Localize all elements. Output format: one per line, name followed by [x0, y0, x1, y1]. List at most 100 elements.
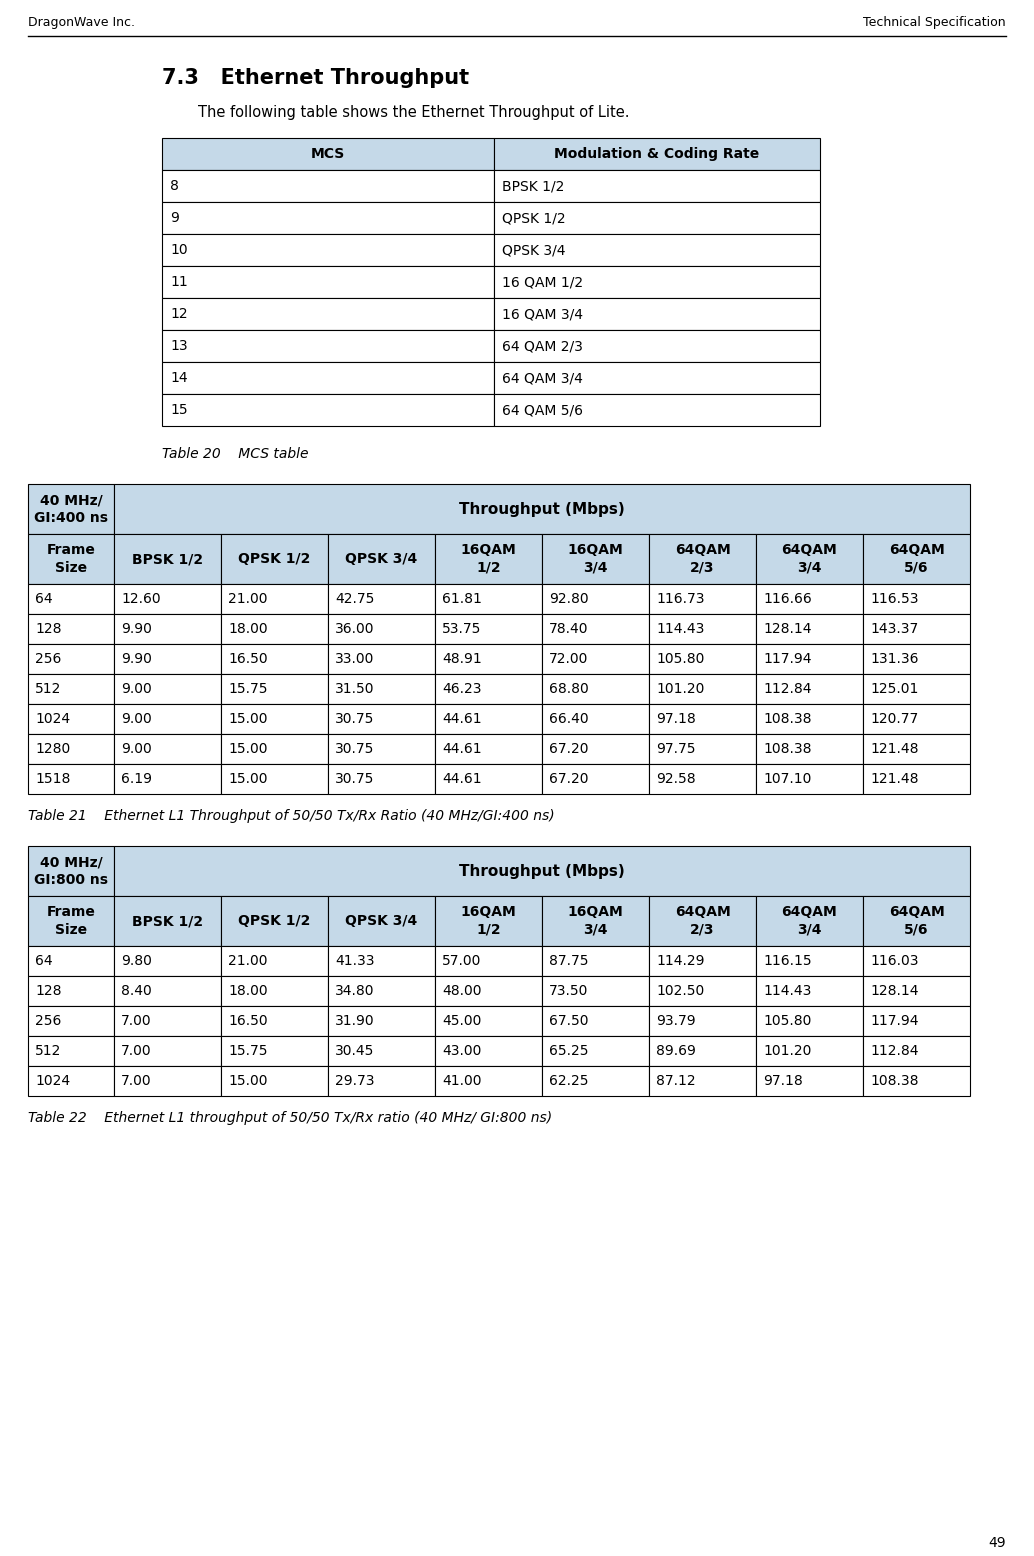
Text: 57.00: 57.00 — [442, 954, 482, 968]
Text: QPSK 3/4: QPSK 3/4 — [345, 913, 418, 927]
Text: 15: 15 — [170, 403, 187, 417]
Text: 41.33: 41.33 — [335, 954, 374, 968]
Bar — [328, 946, 435, 976]
Bar — [542, 534, 649, 584]
Text: Frame
Size: Frame Size — [47, 906, 95, 937]
Text: 9.00: 9.00 — [121, 742, 152, 756]
Bar — [649, 734, 756, 764]
Text: 143.37: 143.37 — [870, 622, 918, 636]
Text: 101.20: 101.20 — [763, 1044, 812, 1058]
Text: QPSK 1/2: QPSK 1/2 — [238, 913, 310, 927]
Text: 108.38: 108.38 — [870, 1074, 918, 1088]
Bar — [28, 734, 114, 764]
Text: 73.50: 73.50 — [549, 983, 588, 997]
Bar — [114, 976, 221, 1007]
Text: 89.69: 89.69 — [656, 1044, 696, 1058]
Bar — [494, 266, 820, 299]
Text: 48.91: 48.91 — [442, 652, 482, 666]
Text: 131.36: 131.36 — [870, 652, 918, 666]
Text: 33.00: 33.00 — [335, 652, 374, 666]
Bar — [328, 584, 435, 615]
Bar — [114, 584, 221, 615]
Bar — [756, 764, 863, 794]
Bar — [649, 644, 756, 674]
Text: 8.40: 8.40 — [121, 983, 152, 997]
Bar — [28, 896, 114, 946]
Bar — [328, 764, 435, 794]
Bar — [162, 170, 494, 202]
Text: 120.77: 120.77 — [870, 713, 918, 727]
Bar — [435, 584, 542, 615]
Bar — [863, 534, 970, 584]
Text: 8: 8 — [170, 179, 179, 193]
Bar — [114, 674, 221, 703]
Bar — [435, 703, 542, 734]
Bar — [863, 764, 970, 794]
Text: 15.00: 15.00 — [229, 1074, 268, 1088]
Bar — [221, 734, 328, 764]
Bar — [494, 202, 820, 233]
Text: BPSK 1/2: BPSK 1/2 — [132, 552, 203, 566]
Text: Modulation & Coding Rate: Modulation & Coding Rate — [554, 146, 760, 160]
Text: 9.90: 9.90 — [121, 652, 152, 666]
Bar — [863, 896, 970, 946]
Text: 67.20: 67.20 — [549, 772, 588, 786]
Bar — [221, 896, 328, 946]
Text: The following table shows the Ethernet Throughput of Lite.: The following table shows the Ethernet T… — [197, 104, 630, 120]
Bar — [649, 1007, 756, 1036]
Text: 87.12: 87.12 — [656, 1074, 696, 1088]
Text: 43.00: 43.00 — [442, 1044, 482, 1058]
Bar — [28, 584, 114, 615]
Text: 16.50: 16.50 — [229, 1015, 268, 1029]
Text: 116.15: 116.15 — [763, 954, 812, 968]
Bar — [756, 534, 863, 584]
Bar — [494, 233, 820, 266]
Text: 116.66: 116.66 — [763, 591, 812, 605]
Bar — [756, 1007, 863, 1036]
Bar — [435, 1036, 542, 1066]
Text: 78.40: 78.40 — [549, 622, 588, 636]
Bar — [435, 615, 542, 644]
Text: 105.80: 105.80 — [656, 652, 704, 666]
Bar — [328, 896, 435, 946]
Text: 64QAM
5/6: 64QAM 5/6 — [888, 906, 944, 937]
Bar — [649, 896, 756, 946]
Bar — [28, 484, 114, 534]
Bar — [28, 534, 114, 584]
Text: 6.19: 6.19 — [121, 772, 152, 786]
Bar — [328, 644, 435, 674]
Text: 64QAM
2/3: 64QAM 2/3 — [674, 906, 730, 937]
Bar — [435, 764, 542, 794]
Bar — [28, 1036, 114, 1066]
Text: 256: 256 — [35, 1015, 61, 1029]
Bar — [435, 1007, 542, 1036]
Text: 121.48: 121.48 — [870, 742, 918, 756]
Text: 48.00: 48.00 — [442, 983, 482, 997]
Bar — [435, 896, 542, 946]
Text: 12: 12 — [170, 307, 187, 321]
Text: 64 QAM 3/4: 64 QAM 3/4 — [501, 370, 583, 384]
Text: 31.90: 31.90 — [335, 1015, 374, 1029]
Text: 12.60: 12.60 — [121, 591, 160, 605]
Bar — [649, 615, 756, 644]
Bar — [756, 1036, 863, 1066]
Text: 128.14: 128.14 — [763, 622, 812, 636]
Bar — [756, 644, 863, 674]
Text: 42.75: 42.75 — [335, 591, 374, 605]
Bar — [494, 363, 820, 394]
Bar — [494, 138, 820, 170]
Text: 16QAM
3/4: 16QAM 3/4 — [568, 543, 624, 574]
Bar — [649, 584, 756, 615]
Text: 65.25: 65.25 — [549, 1044, 588, 1058]
Text: 87.75: 87.75 — [549, 954, 588, 968]
Text: 67.20: 67.20 — [549, 742, 588, 756]
Text: 16QAM
3/4: 16QAM 3/4 — [568, 906, 624, 937]
Text: 101.20: 101.20 — [656, 682, 704, 696]
Text: 9.90: 9.90 — [121, 622, 152, 636]
Bar — [114, 946, 221, 976]
Bar — [221, 644, 328, 674]
Bar — [542, 703, 649, 734]
Text: 1518: 1518 — [35, 772, 70, 786]
Bar — [649, 674, 756, 703]
Text: 9.00: 9.00 — [121, 682, 152, 696]
